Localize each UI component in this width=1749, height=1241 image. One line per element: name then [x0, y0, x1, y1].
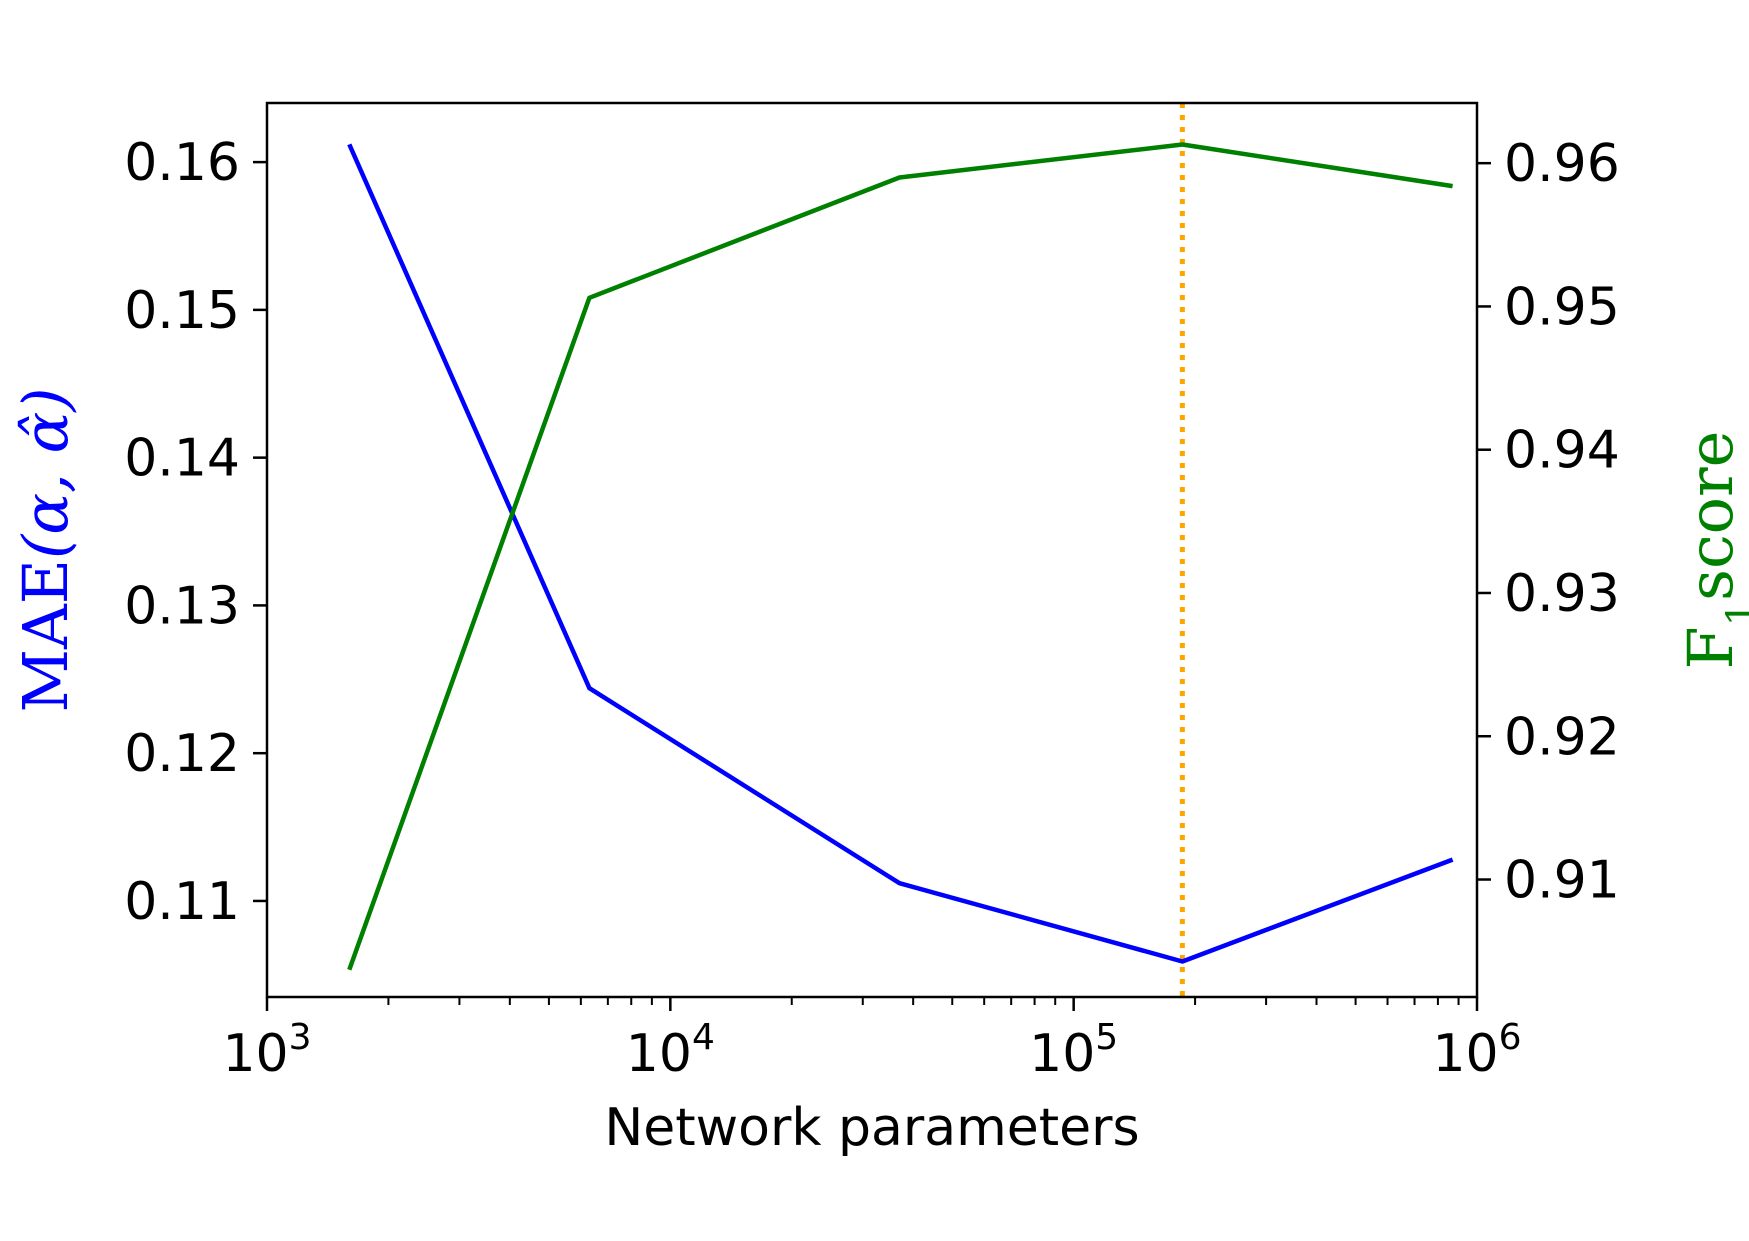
left-y-axis-title-args: (α, α̂): [9, 387, 82, 559]
x-minor-ticks: [387, 997, 1460, 1005]
mae-series-line: [347, 143, 1454, 964]
x-tick-label: 103: [222, 1017, 311, 1084]
x-axis-title: Network parameters: [604, 1098, 1139, 1158]
right-y-axis-title-main: F: [1674, 626, 1747, 669]
right-y-axis-title-rest: score: [1674, 431, 1747, 601]
right-y-tick-label: 0.91: [1504, 851, 1620, 911]
right-y-axis-title-sub: 1: [1719, 601, 1749, 626]
x-axis-ticks: 103 104 105 106: [222, 997, 1522, 1084]
left-y-tick-label: 0.13: [124, 576, 240, 636]
x-tick-label: 105: [1029, 1017, 1118, 1084]
left-y-tick-label: 0.14: [124, 429, 240, 489]
x-tick-label: 104: [626, 1017, 715, 1084]
x-tick-label: 106: [1432, 1017, 1521, 1084]
left-y-tick-label: 0.15: [124, 281, 240, 341]
right-y-axis-ticks: 0.91 0.92 0.93 0.94 0.95 0.96: [1477, 134, 1620, 911]
series-layer: [347, 142, 1454, 971]
left-y-tick-label: 0.12: [124, 724, 240, 784]
left-y-axis-title: MAE(α, α̂): [9, 387, 82, 712]
right-y-tick-label: 0.95: [1504, 277, 1620, 337]
left-y-tick-label: 0.16: [124, 133, 240, 193]
f1-series-line: [347, 142, 1453, 971]
left-y-axis-ticks: 0.11 0.12 0.13 0.14 0.15 0.16: [124, 133, 267, 932]
plot-frame: [265, 101, 1479, 999]
left-y-tick-label: 0.11: [124, 872, 240, 932]
right-y-axis-title: F1score: [1674, 431, 1749, 670]
right-y-tick-label: 0.94: [1504, 421, 1620, 481]
right-y-tick-label: 0.92: [1504, 707, 1620, 767]
left-y-axis-title-main: MAE: [9, 559, 82, 713]
right-y-tick-label: 0.96: [1504, 134, 1620, 194]
right-y-tick-label: 0.93: [1504, 564, 1620, 624]
